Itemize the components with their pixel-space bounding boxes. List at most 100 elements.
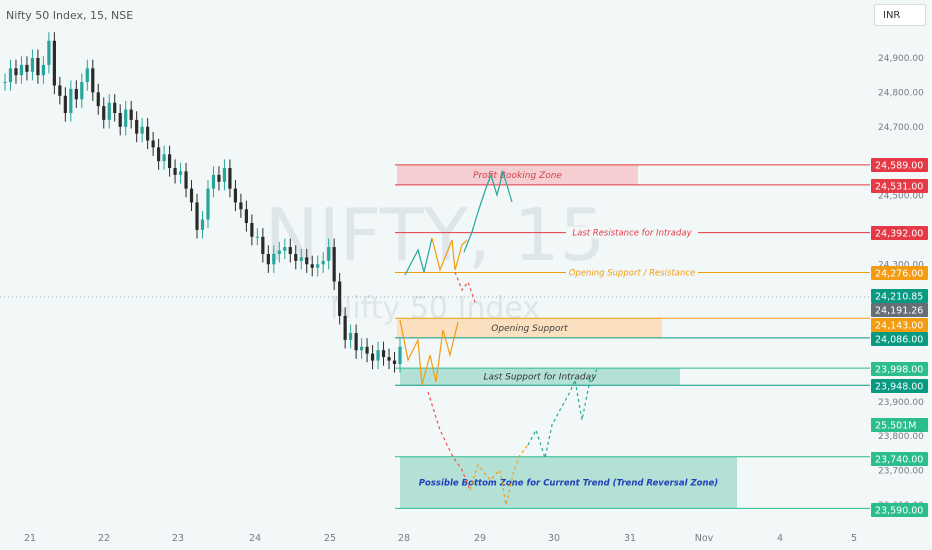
candle-body-27 bbox=[151, 140, 155, 148]
candle-body-38 bbox=[211, 174, 216, 189]
candle-body-1 bbox=[8, 68, 13, 83]
x-tick-0: 21 bbox=[24, 533, 36, 544]
candle-body-70 bbox=[387, 357, 391, 361]
candle-body-51 bbox=[283, 247, 287, 251]
candle-body-22 bbox=[124, 109, 128, 127]
price-tick-5: 23,900.00 bbox=[878, 398, 924, 408]
price-tag-11 bbox=[871, 452, 928, 466]
candle-body-28 bbox=[157, 147, 161, 162]
candle-body-54 bbox=[299, 257, 303, 261]
price-tag-label-12: 23,590.00 bbox=[875, 506, 923, 517]
price-tag-label-5: 24,191.26 bbox=[875, 306, 923, 317]
candle-body-36 bbox=[200, 219, 205, 230]
x-tick-1: 22 bbox=[98, 533, 110, 544]
candle-body-24 bbox=[135, 119, 139, 134]
price-tag-label-6: 24,143.00 bbox=[875, 321, 923, 332]
candle-body-69 bbox=[381, 350, 386, 358]
candle-body-6 bbox=[36, 58, 40, 76]
candle-body-12 bbox=[69, 88, 73, 114]
candle-body-62 bbox=[343, 315, 347, 340]
candle-body-41 bbox=[228, 168, 232, 189]
x-tick-11: 5 bbox=[851, 533, 857, 544]
price-tag-6 bbox=[871, 318, 928, 332]
candle-body-9 bbox=[52, 40, 56, 86]
candle-body-35 bbox=[195, 202, 199, 230]
line-label-0: Last Resistance for Intraday bbox=[572, 229, 692, 239]
candle-body-16 bbox=[91, 68, 95, 93]
price-tag-7 bbox=[871, 332, 928, 346]
line-label-bg-0 bbox=[566, 226, 698, 239]
candle-body-30 bbox=[167, 154, 172, 169]
candle-body-47 bbox=[261, 236, 265, 254]
price-tag-4 bbox=[871, 289, 928, 303]
candle-body-34 bbox=[189, 188, 194, 203]
x-tick-3: 24 bbox=[249, 533, 261, 544]
price-tag-label-2: 24,392.00 bbox=[875, 229, 923, 240]
x-tick-9: Nov bbox=[695, 533, 714, 544]
candle-body-59 bbox=[327, 247, 331, 261]
zone-label-1: Opening Support bbox=[491, 324, 568, 334]
price-tick-1: 24,800.00 bbox=[878, 88, 924, 98]
candle-body-19 bbox=[107, 102, 111, 120]
candle-body-18 bbox=[102, 106, 106, 120]
price-tag-label-8: 23,998.00 bbox=[875, 365, 923, 376]
zone-2 bbox=[400, 368, 680, 386]
candle-body-0 bbox=[3, 82, 7, 84]
price-tick-7: 23,700.00 bbox=[878, 467, 924, 477]
candle-body-10 bbox=[58, 85, 62, 96]
x-tick-6: 29 bbox=[474, 533, 486, 544]
candle-body-42 bbox=[233, 188, 238, 203]
currency-button[interactable]: INR bbox=[874, 4, 926, 26]
x-tick-10: 4 bbox=[777, 533, 783, 544]
candle-body-13 bbox=[74, 88, 78, 100]
candle-body-66 bbox=[365, 346, 369, 354]
candle-body-7 bbox=[41, 64, 46, 76]
price-tag-label-9: 23,948.00 bbox=[875, 382, 923, 393]
watermark-symbol: NIFTY, 15 bbox=[265, 193, 606, 277]
price-tag-9 bbox=[871, 379, 928, 393]
candle-body-21 bbox=[118, 113, 122, 127]
x-tick-5: 28 bbox=[398, 533, 410, 544]
x-tick-2: 23 bbox=[172, 533, 184, 544]
candle-body-60 bbox=[332, 247, 336, 282]
candle-body-63 bbox=[349, 333, 353, 340]
price-tag-3 bbox=[871, 266, 928, 280]
candle-body-32 bbox=[178, 171, 183, 175]
candle-body-72 bbox=[398, 346, 402, 364]
x-tick-7: 30 bbox=[548, 533, 560, 544]
candle-body-67 bbox=[370, 353, 375, 361]
price-tag-5 bbox=[871, 303, 928, 317]
candle-body-49 bbox=[272, 253, 276, 265]
candle-body-44 bbox=[244, 209, 248, 224]
zone-0 bbox=[397, 164, 638, 185]
price-tick-6: 23,800.00 bbox=[878, 432, 924, 442]
candle-body-37 bbox=[206, 188, 210, 220]
candle-body-14 bbox=[80, 82, 84, 100]
price-tag-2 bbox=[871, 226, 928, 240]
price-tag-12 bbox=[871, 503, 928, 517]
price-tag-label-1: 24,531.00 bbox=[875, 182, 923, 193]
projection-orange-1 bbox=[399, 319, 459, 386]
zone-label-2: Last Support for Intraday bbox=[484, 373, 598, 383]
price-tag-label-7: 24,086.00 bbox=[875, 335, 923, 346]
zone-3 bbox=[400, 456, 737, 509]
projection-up-2 bbox=[463, 169, 513, 253]
candle-body-11 bbox=[63, 95, 67, 114]
price-tag-label-11: 23,740.00 bbox=[875, 455, 923, 466]
projection-orange-dash bbox=[469, 444, 529, 506]
candle-body-64 bbox=[354, 333, 358, 351]
candle-body-48 bbox=[266, 253, 270, 265]
candle-body-56 bbox=[310, 264, 314, 268]
zone-label-3: Possible Bottom Zone for Current Trend (… bbox=[419, 479, 718, 489]
candle-body-25 bbox=[140, 126, 144, 134]
candle-body-15 bbox=[85, 68, 89, 83]
candle-body-46 bbox=[255, 236, 259, 238]
price-tag-0 bbox=[871, 158, 928, 172]
candle-body-55 bbox=[305, 257, 309, 265]
line-label-bg-1 bbox=[566, 266, 698, 279]
projection-up-1 bbox=[404, 237, 433, 276]
candle-body-40 bbox=[222, 168, 227, 182]
candle-body-65 bbox=[359, 346, 364, 351]
